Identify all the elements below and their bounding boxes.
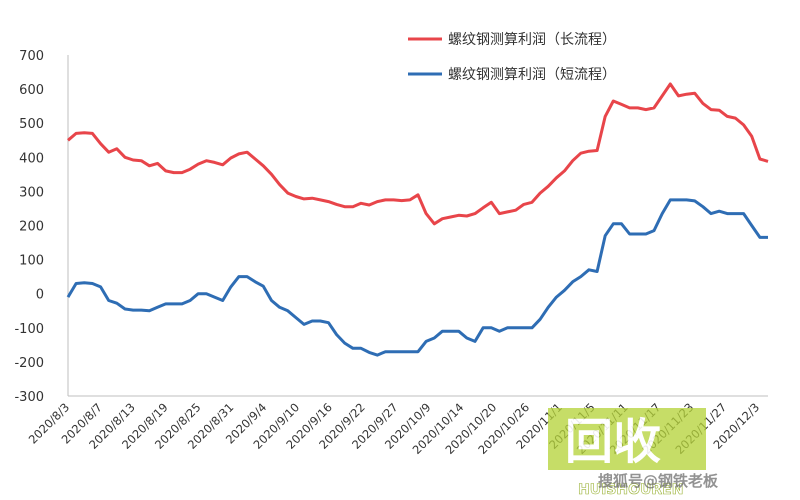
series-line-long-process: [67, 82, 769, 226]
y-tick-label: 500: [19, 117, 44, 132]
y-axis-ticks: 700 600 500 400 300 200 100 0 -100 -200 -300: [14, 49, 44, 405]
y-tick-label: 700: [19, 49, 44, 64]
y-tick-label: 400: [19, 151, 44, 166]
y-tick-label: -300: [14, 390, 44, 405]
y-tick-label: 100: [19, 254, 44, 269]
legend-label-long-process: 螺纹钢测算利润（长流程）: [448, 32, 616, 48]
y-tick-label: 200: [19, 220, 44, 235]
y-tick-label: 300: [19, 185, 44, 200]
series-line-short-process: [66, 198, 768, 357]
watermark-sub-text: HUISHOUREN: [578, 482, 683, 498]
series-lines: [66, 82, 769, 357]
y-tick-label: -100: [14, 322, 44, 337]
y-tick-label: 0: [36, 288, 44, 303]
y-tick-label: 600: [19, 83, 44, 98]
watermark-logo-box: [548, 408, 706, 470]
legend: 螺纹钢测算利润（长流程） 螺纹钢测算利润（短流程）: [408, 32, 616, 83]
y-tick-label: -200: [14, 356, 44, 371]
watermark-overlay-text: 搜狐号@钢铁老板: [598, 472, 719, 490]
watermark: 回收 HUISHOUREN 搜狐号@钢铁老板: [548, 408, 719, 498]
legend-label-short-process: 螺纹钢测算利润（短流程）: [448, 67, 616, 83]
watermark-logo-text: 回收: [565, 414, 661, 470]
